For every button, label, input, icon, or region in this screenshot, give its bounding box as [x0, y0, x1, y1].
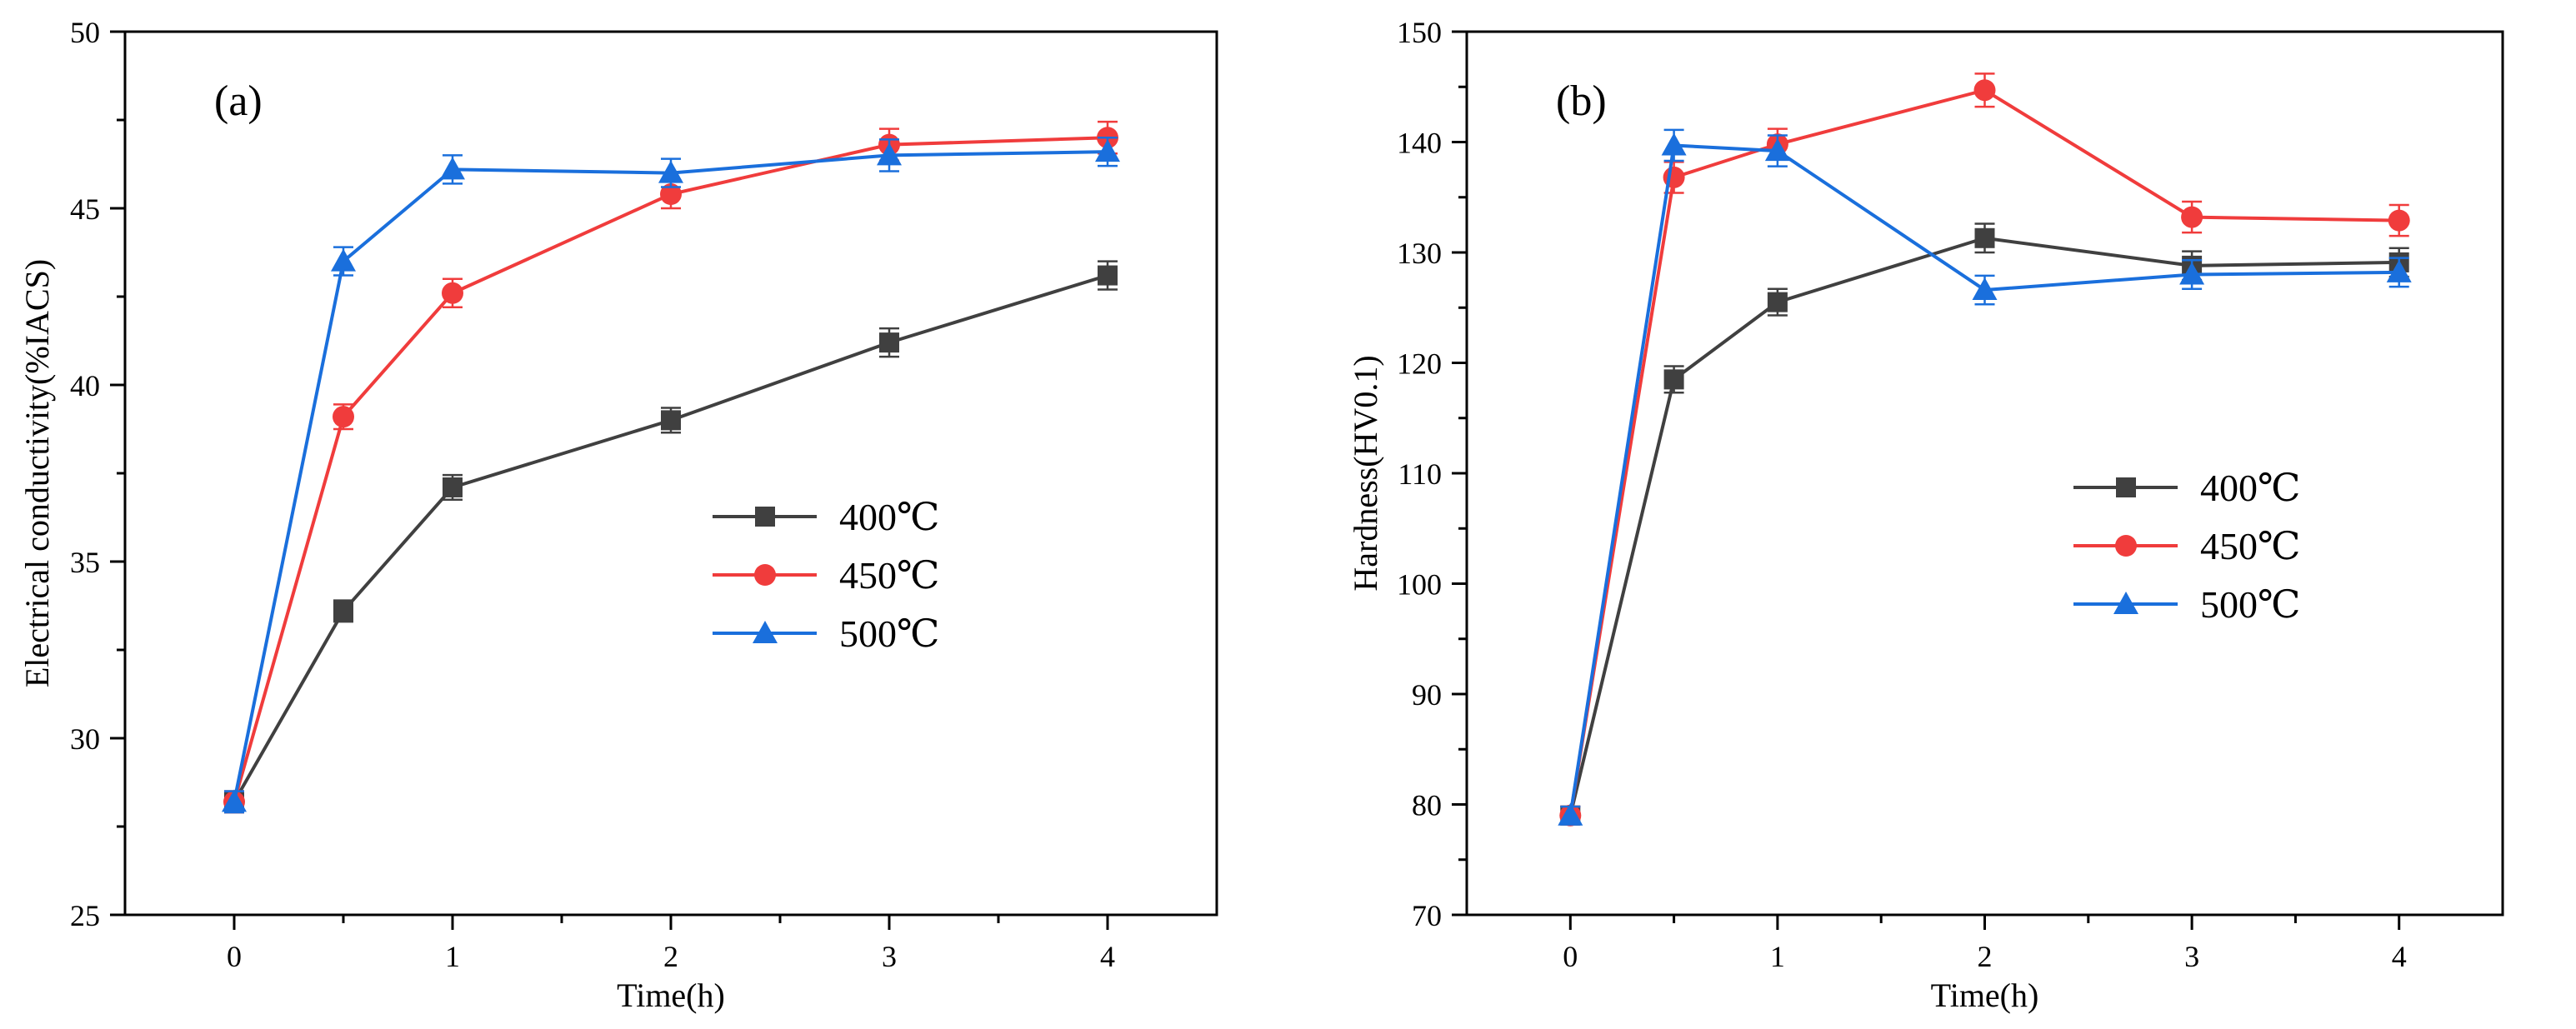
series-0: [224, 260, 1118, 814]
y-tick-label: 45: [70, 192, 100, 226]
legend-label: 450℃: [2200, 525, 2300, 567]
y-tick-label: 130: [1397, 237, 1442, 270]
data-point: [1558, 802, 1583, 826]
series-0: [1560, 222, 2409, 826]
y-axis-title: Electrical conductivity(%IACS): [18, 259, 56, 687]
legend-marker: [753, 621, 778, 643]
series-line: [1568, 88, 2399, 817]
x-tick-label: 2: [663, 940, 678, 973]
x-tick-label: 1: [1770, 940, 1785, 973]
y-tick-label: 25: [70, 899, 100, 932]
data-point: [1663, 369, 1684, 390]
y-tick-label: 70: [1412, 899, 1442, 932]
x-tick-label: 4: [2392, 940, 2407, 973]
data-point: [2388, 209, 2410, 232]
legend-label: 400℃: [839, 496, 939, 538]
x-tick-label: 3: [2184, 940, 2199, 973]
series-line: [1568, 143, 2399, 817]
legend: 400℃ 450℃ 500℃: [2073, 467, 2300, 626]
legend-label: 450℃: [839, 554, 939, 597]
data-point: [1767, 292, 1788, 312]
legend-marker: [755, 507, 775, 527]
data-point: [1972, 277, 1998, 301]
x-tick-label: 0: [227, 940, 242, 973]
y-tick-label: 100: [1397, 568, 1442, 602]
data-point: [661, 410, 681, 431]
y-tick-label: 150: [1397, 16, 1442, 49]
legend: 400℃ 450℃ 500℃: [713, 496, 939, 655]
y-tick-label: 140: [1397, 127, 1442, 160]
data-point: [2386, 259, 2412, 282]
data-point: [1095, 139, 1120, 162]
data-point: [879, 332, 899, 353]
panel-b: 0 1 2 3 4 70 80 90 100 110 120 130 140 150 Time(h) Hard…: [1347, 16, 2504, 1014]
panel-label: (b): [1556, 77, 1607, 125]
y-tick-label: 50: [70, 16, 100, 49]
data-point: [1661, 132, 1687, 156]
series-line: [233, 150, 1108, 802]
data-point: [1973, 79, 1996, 102]
data-point: [877, 142, 902, 166]
legend-marker: [2113, 592, 2138, 614]
data-point: [442, 282, 463, 304]
legend-marker: [2116, 477, 2136, 497]
y-axis-title: Hardness(HV0.1): [1347, 355, 1384, 591]
panel-label: (a): [214, 77, 263, 125]
panel-a: 0 1 2 3 4 25 30 35 40 45 50 Time(h) Electrical condu…: [18, 16, 1218, 1014]
x-axis-title: Time(h): [1931, 977, 2039, 1014]
y-tick-label: 40: [70, 369, 100, 402]
legend-label: 400℃: [2200, 467, 2300, 509]
y-tick-label: 35: [70, 546, 100, 579]
y-tick-label: 80: [1412, 789, 1442, 822]
data-point: [333, 406, 354, 428]
y-tick-label: 90: [1412, 678, 1442, 712]
data-point: [331, 248, 356, 272]
legend-label: 500℃: [2200, 583, 2300, 626]
x-tick-label: 4: [1100, 940, 1115, 973]
data-point: [1098, 265, 1118, 286]
x-axis-title: Time(h): [617, 977, 725, 1014]
y-tick-label: 120: [1397, 347, 1442, 381]
data-point: [222, 789, 247, 812]
data-point: [2181, 206, 2203, 228]
y-tick-label: 110: [1398, 457, 1442, 491]
x-tick-label: 0: [1563, 940, 1578, 973]
x-tick-label: 1: [445, 940, 460, 973]
series-line: [1568, 236, 2399, 817]
data-point: [443, 477, 463, 497]
data-point: [1764, 138, 1790, 162]
series-1: [223, 120, 1118, 814]
data-point: [1974, 227, 1995, 248]
series-2: [1558, 128, 2412, 826]
data-point: [660, 183, 682, 206]
data-point: [2179, 262, 2205, 285]
series-line: [233, 136, 1108, 802]
x-tick-label: 3: [882, 940, 897, 973]
series-1: [1559, 72, 2410, 827]
series-line: [233, 273, 1108, 803]
data-point: [440, 157, 465, 180]
data-point: [333, 601, 353, 622]
series-2: [222, 136, 1120, 814]
data-point: [658, 160, 683, 183]
legend-marker: [754, 564, 776, 586]
legend-label: 500℃: [839, 612, 939, 655]
y-tick-label: 30: [70, 722, 100, 756]
legend-marker: [2115, 535, 2137, 557]
x-tick-label: 2: [1978, 940, 1993, 973]
